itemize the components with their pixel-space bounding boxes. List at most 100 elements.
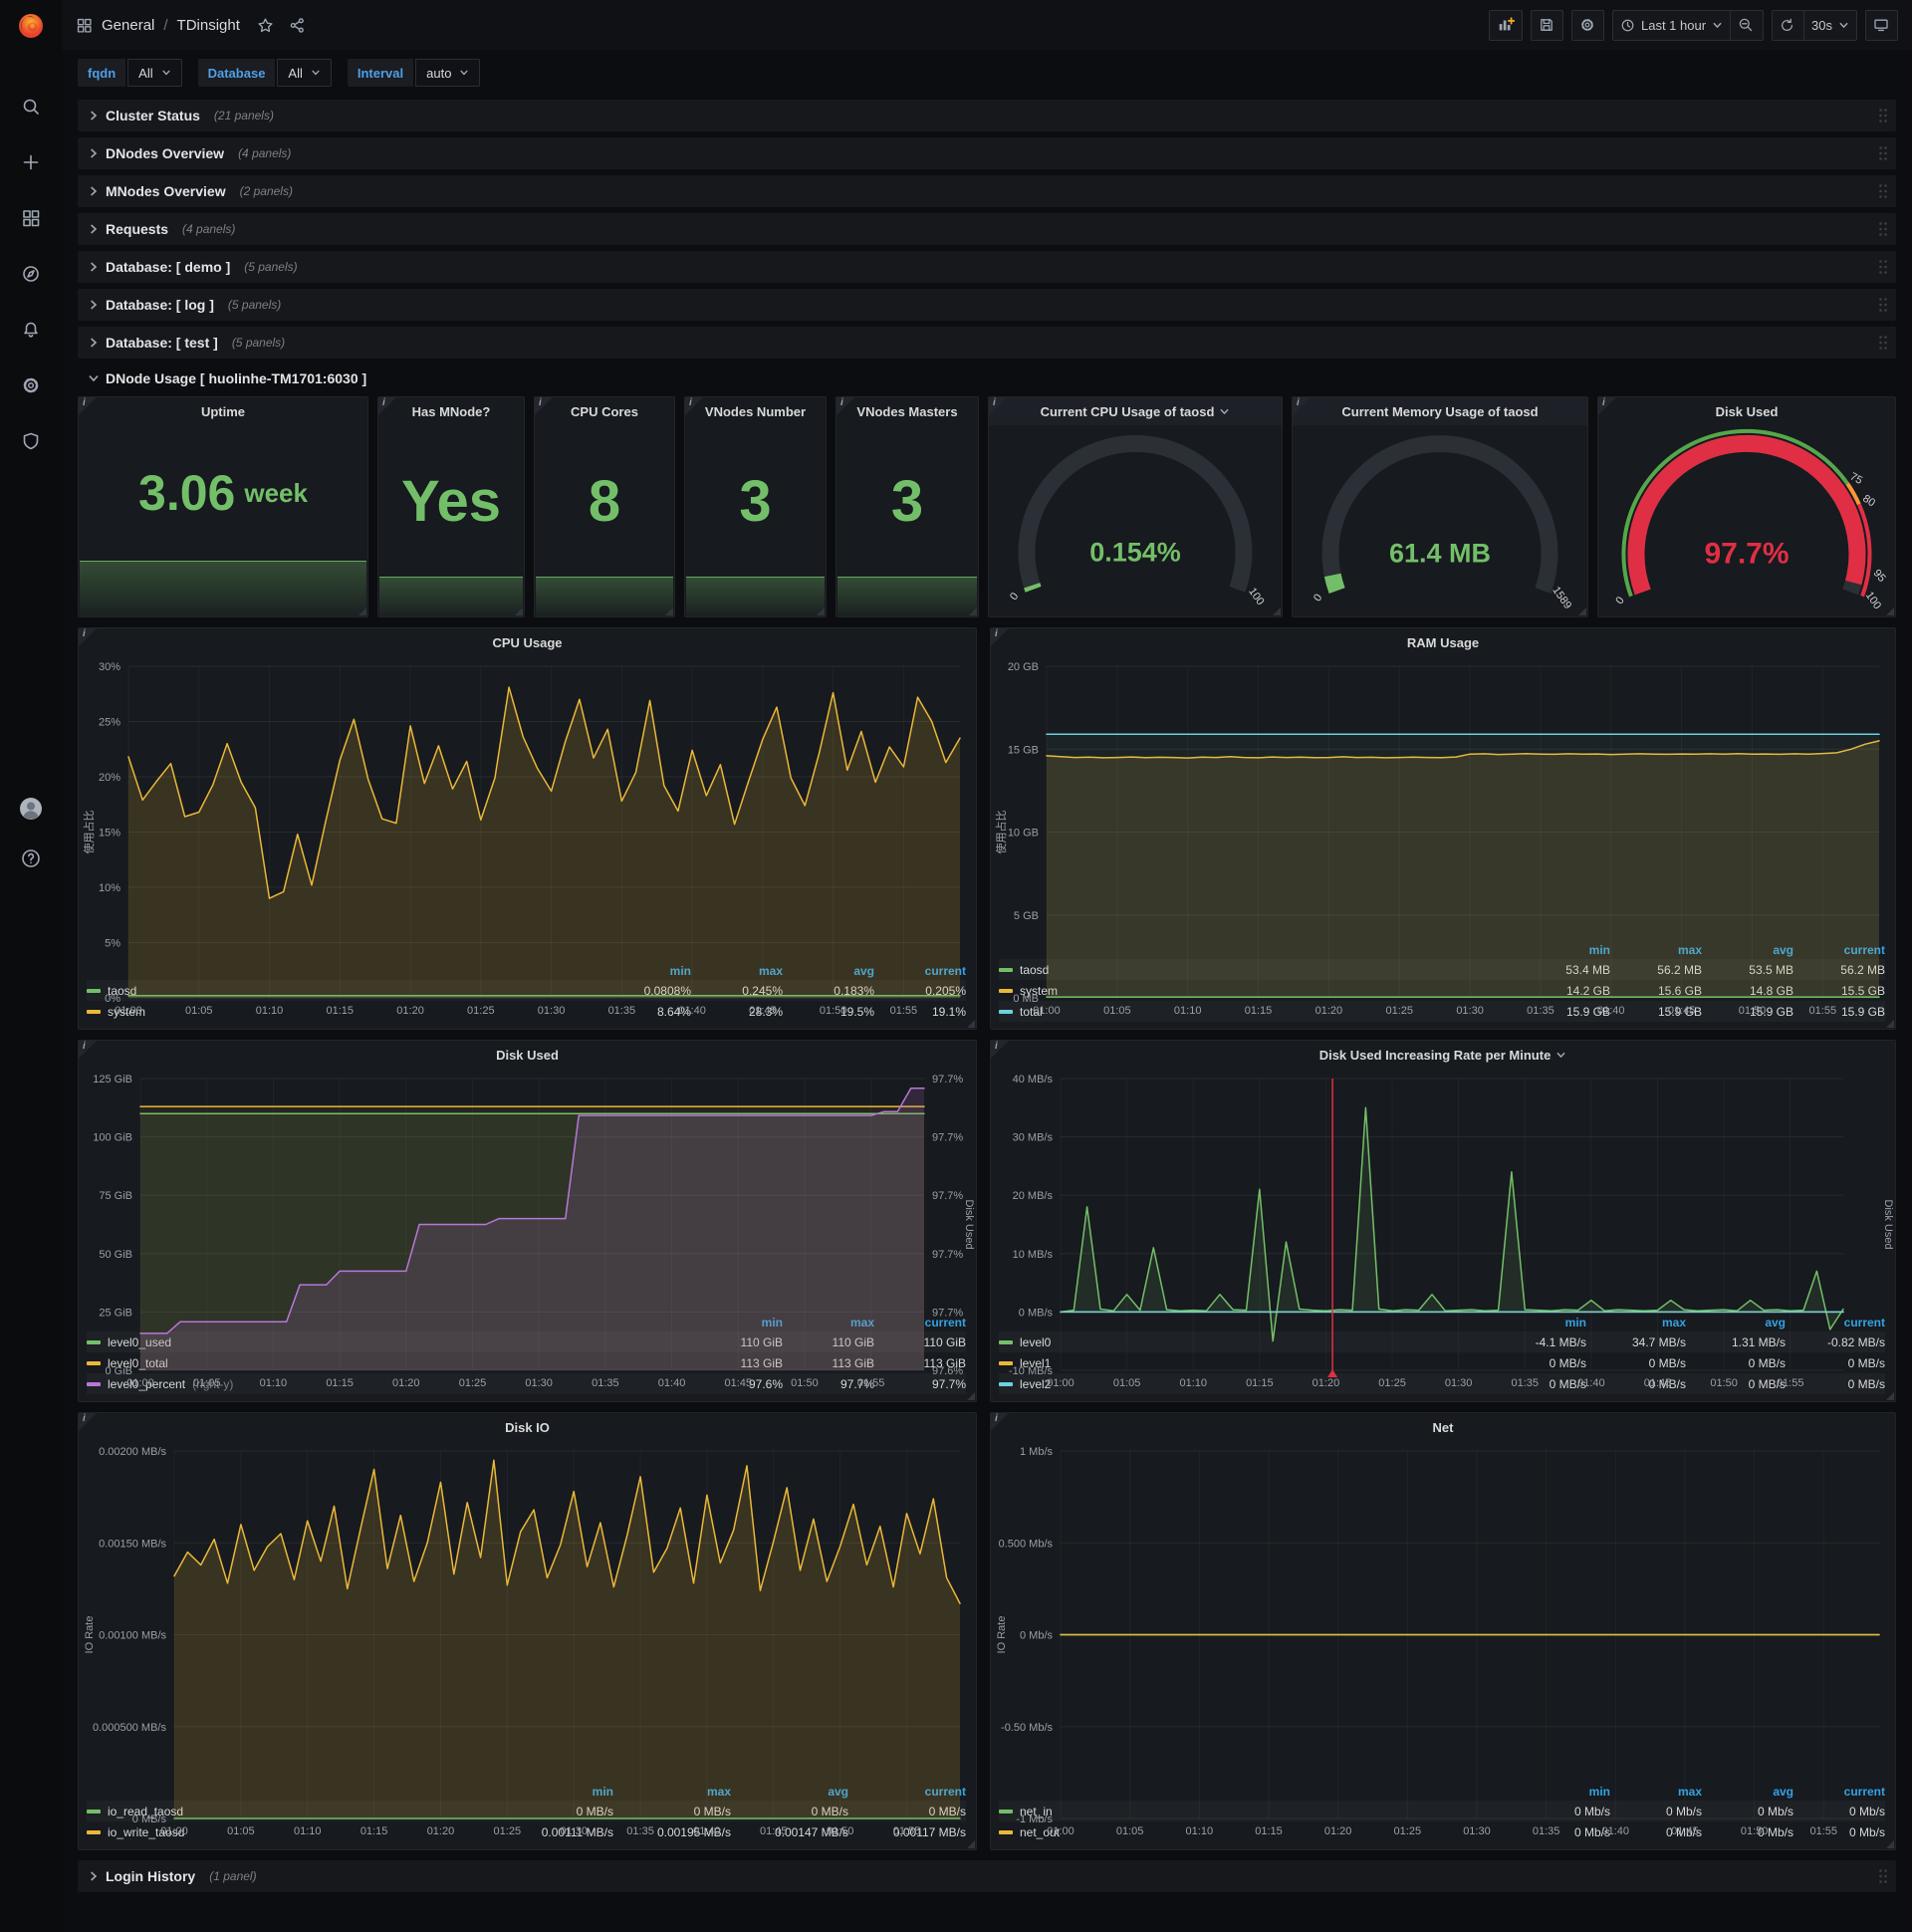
- drag-handle-icon[interactable]: [1878, 221, 1888, 237]
- drag-handle-icon[interactable]: [1878, 1868, 1888, 1884]
- alerting-bell-icon[interactable]: [14, 313, 48, 347]
- legend-col-header[interactable]: min: [1564, 1316, 1586, 1329]
- drag-handle-icon[interactable]: [1878, 259, 1888, 275]
- series-color-swatch[interactable]: [87, 1360, 101, 1365]
- panel-title[interactable]: CPU Usage: [492, 634, 563, 650]
- legend-series-level2[interactable]: level2: [999, 1377, 1487, 1391]
- legend-series-total[interactable]: total: [999, 1005, 1519, 1019]
- info-icon[interactable]: i: [991, 628, 1009, 646]
- panel-title[interactable]: Disk Used: [1715, 403, 1779, 419]
- save-dashboard-button[interactable]: [1530, 9, 1563, 41]
- legend-col-header[interactable]: current: [1843, 1785, 1885, 1799]
- info-icon[interactable]: i: [79, 1041, 97, 1059]
- legend-col-header[interactable]: avg: [828, 1785, 848, 1799]
- drag-handle-icon[interactable]: [1878, 108, 1888, 123]
- server-admin-shield-icon[interactable]: [14, 424, 48, 458]
- legend-col-header[interactable]: min: [1588, 943, 1610, 957]
- user-avatar[interactable]: [14, 792, 48, 826]
- variable-value-fqdn[interactable]: All: [127, 59, 182, 87]
- series-color-swatch[interactable]: [87, 1381, 101, 1386]
- time-range-picker[interactable]: Last 1 hour: [1611, 9, 1732, 41]
- info-icon[interactable]: i: [79, 1413, 97, 1431]
- series-color-swatch[interactable]: [999, 988, 1013, 993]
- info-icon[interactable]: i: [685, 397, 703, 415]
- legend-col-header[interactable]: current: [1843, 943, 1885, 957]
- legend-series-level0_percent[interactable]: level0_percent (right-y): [87, 1377, 691, 1391]
- legend-col-header[interactable]: avg: [853, 964, 874, 978]
- panel-title[interactable]: Net: [1432, 1419, 1454, 1435]
- panel-title[interactable]: Current CPU Usage of taosd: [989, 397, 1282, 425]
- legend-series-net_out[interactable]: net_out: [999, 1825, 1519, 1839]
- legend-series-taosd[interactable]: taosd: [87, 984, 599, 998]
- refresh-button[interactable]: [1772, 9, 1805, 41]
- panel-title[interactable]: VNodes Masters: [856, 403, 958, 419]
- legend-series-io_read_taosd[interactable]: io_read_taosd: [87, 1805, 496, 1818]
- row-database-log[interactable]: Database: [ log ] (5 panels): [78, 289, 1896, 321]
- legend-series-io_write_taosd[interactable]: io_write_taosd: [87, 1825, 496, 1839]
- drag-handle-icon[interactable]: [1878, 183, 1888, 199]
- add-panel-button[interactable]: [1488, 9, 1523, 41]
- series-color-swatch[interactable]: [999, 1809, 1013, 1813]
- variable-value-database[interactable]: All: [277, 59, 332, 87]
- row-mnodes-overview[interactable]: MNodes Overview (2 panels): [78, 175, 1896, 207]
- breadcrumb-folder[interactable]: General: [102, 16, 155, 34]
- help-icon[interactable]: [14, 842, 48, 875]
- row-dnode-usage[interactable]: DNode Usage [ huolinhe-TM1701:6030 ]: [78, 364, 1896, 392]
- disk-used-graph[interactable]: 0 GiB 97.6% 25 GiB 97.7% 50 GiB 97.7% 75 GiB 97…: [79, 1069, 976, 1389]
- create-plus-icon[interactable]: [14, 145, 48, 179]
- legend-series-level0[interactable]: level0: [999, 1335, 1487, 1349]
- row-cluster-status[interactable]: Cluster Status (21 panels): [78, 100, 1896, 131]
- series-color-swatch[interactable]: [87, 1009, 101, 1014]
- legend-series-level0_total[interactable]: level0_total: [87, 1356, 691, 1370]
- legend-series-net_in[interactable]: net_in: [999, 1805, 1519, 1818]
- legend-col-header[interactable]: avg: [1773, 943, 1793, 957]
- grafana-logo-icon[interactable]: [0, 0, 62, 52]
- legend-series-taosd[interactable]: taosd: [999, 963, 1519, 977]
- cycle-view-mode-button[interactable]: [1865, 9, 1898, 41]
- drag-handle-icon[interactable]: [1878, 297, 1888, 313]
- net-graph[interactable]: -1 Mb/s -0.50 Mb/s 0 Mb/s 0.500 Mb/s 1 Mb/s 0…: [991, 1441, 1895, 1837]
- panel-title[interactable]: Disk Used: [496, 1047, 559, 1063]
- legend-col-header[interactable]: current: [924, 964, 966, 978]
- breadcrumb-dashboard-title[interactable]: TDinsight: [176, 16, 240, 34]
- drag-handle-icon[interactable]: [1878, 335, 1888, 351]
- row-database-test[interactable]: Database: [ test ] (5 panels): [78, 327, 1896, 359]
- legend-col-header[interactable]: min: [761, 1316, 783, 1329]
- series-color-swatch[interactable]: [87, 988, 101, 993]
- legend-series-system[interactable]: system: [999, 984, 1519, 998]
- info-icon[interactable]: i: [1598, 397, 1616, 415]
- refresh-interval-dropdown[interactable]: 30s: [1804, 9, 1857, 41]
- panel-title[interactable]: CPU Cores: [571, 403, 638, 419]
- legend-series-level0_used[interactable]: level0_used: [87, 1335, 691, 1349]
- info-icon[interactable]: i: [79, 397, 97, 415]
- panel-title[interactable]: Disk Used Increasing Rate per Minute: [991, 1041, 1895, 1069]
- share-icon[interactable]: [289, 17, 306, 34]
- legend-col-header[interactable]: current: [1843, 1316, 1885, 1329]
- dashboard-settings-button[interactable]: [1570, 9, 1604, 41]
- legend-col-header[interactable]: max: [849, 1316, 874, 1329]
- info-icon[interactable]: i: [535, 397, 553, 415]
- legend-col-header[interactable]: max: [1677, 1785, 1702, 1799]
- info-icon[interactable]: i: [1293, 397, 1311, 415]
- ram-usage-graph[interactable]: 0 MB 5 GB 10 GB 15 GB 20 GB 01:00 01:05 01:10 01…: [991, 656, 1895, 1017]
- series-color-swatch[interactable]: [87, 1339, 101, 1344]
- info-icon[interactable]: i: [991, 1041, 1009, 1059]
- disk-rate-graph[interactable]: -10 MB/s 0 MB/s 10 MB/s 20 MB/s 30 MB/s 40 MB…: [991, 1069, 1895, 1389]
- series-color-swatch[interactable]: [999, 1360, 1013, 1365]
- legend-col-header[interactable]: current: [924, 1785, 966, 1799]
- panel-title[interactable]: RAM Usage: [1406, 634, 1480, 650]
- series-color-swatch[interactable]: [999, 1829, 1013, 1834]
- legend-col-header[interactable]: max: [758, 964, 783, 978]
- explore-compass-icon[interactable]: [14, 257, 48, 291]
- panel-title[interactable]: Disk IO: [505, 1419, 550, 1435]
- panel-title[interactable]: Uptime: [200, 403, 246, 419]
- legend-col-header[interactable]: max: [1677, 943, 1702, 957]
- row-login-history[interactable]: Login History (1 panel): [78, 1860, 1896, 1892]
- legend-col-header[interactable]: current: [924, 1316, 966, 1329]
- panel-title[interactable]: VNodes Number: [704, 403, 807, 419]
- legend-col-header[interactable]: avg: [1773, 1785, 1793, 1799]
- info-icon[interactable]: i: [989, 397, 1007, 415]
- disk-io-graph[interactable]: 0 MB/s 0.000500 MB/s 0.00100 MB/s 0.00150 M…: [79, 1441, 976, 1837]
- zoom-out-button[interactable]: [1731, 9, 1765, 41]
- series-color-swatch[interactable]: [87, 1809, 101, 1813]
